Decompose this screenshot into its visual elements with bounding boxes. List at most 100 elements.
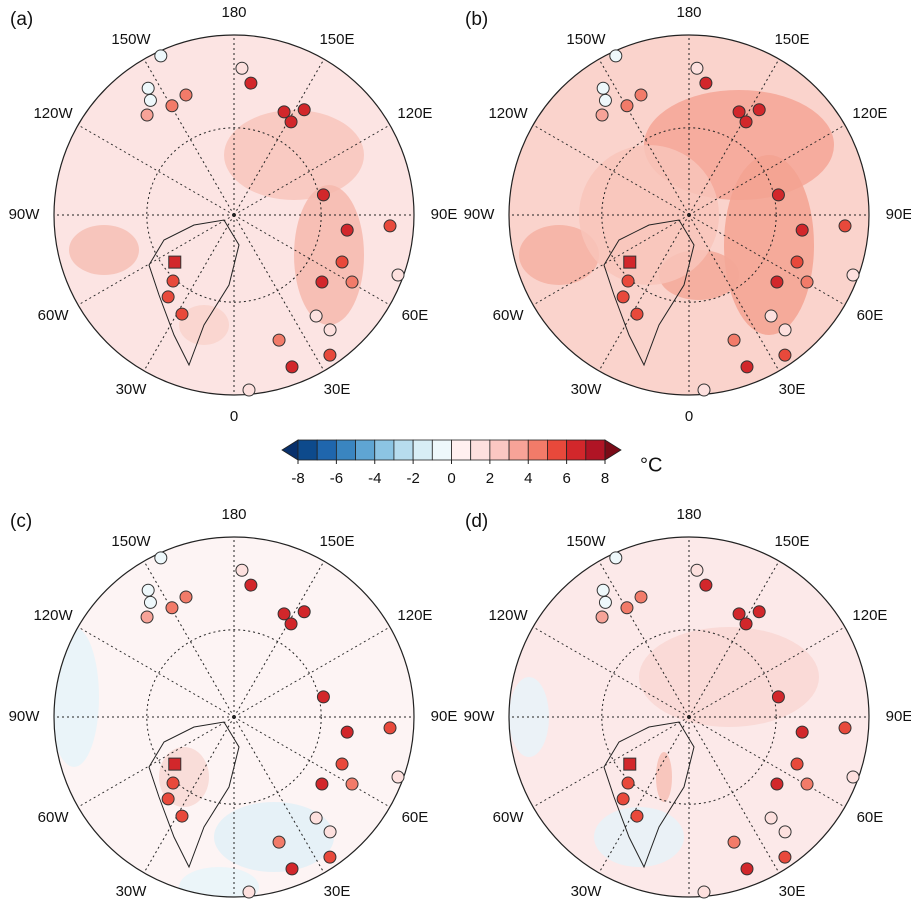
station [277, 607, 291, 621]
meridian [233, 626, 391, 718]
meridian [233, 214, 325, 372]
colorbar-box [335, 439, 356, 461]
station-square [623, 757, 637, 771]
longitude-label: 120W [488, 607, 528, 624]
longitude-label: 180 [221, 4, 246, 21]
meridian [532, 124, 690, 216]
colorbar-tick-label: 4 [524, 470, 532, 487]
longitude-label: 120W [488, 105, 528, 122]
station [795, 725, 809, 739]
anomaly-shade [594, 807, 684, 867]
station [595, 108, 609, 122]
longitude-label: 30W [571, 381, 603, 398]
meridian [598, 560, 690, 718]
longitude-label: 120E [852, 105, 887, 122]
meridian [688, 716, 846, 808]
station [309, 309, 323, 323]
colorbar-low-arrow [281, 439, 299, 461]
station-square [168, 757, 182, 771]
longitude-label: 30E [779, 883, 806, 900]
station [752, 605, 766, 619]
longitude-label: 120W [33, 105, 73, 122]
map-panel: 180 150E 120E 90E 60E 30E 0 30W 60W 90W 120W 150W [9, 4, 458, 425]
longitude-label: 60E [402, 307, 429, 324]
anomaly-shade [724, 155, 814, 335]
longitude-label: 0 [685, 408, 693, 425]
station [323, 850, 337, 864]
station [297, 605, 311, 619]
colorbar-tick-label: 0 [447, 470, 455, 487]
anomaly-field [69, 110, 364, 345]
station [621, 776, 635, 790]
station [383, 219, 397, 233]
colorbar-box [585, 439, 606, 461]
station [140, 610, 154, 624]
meridian [688, 716, 780, 874]
anomaly-shade [214, 802, 334, 872]
longitude-label: 180 [221, 506, 246, 523]
station-square [623, 255, 637, 269]
station [140, 108, 154, 122]
station [154, 49, 168, 63]
longitude-label: 30E [324, 381, 351, 398]
colorbar-box [374, 439, 395, 461]
meridian [233, 560, 325, 718]
station [272, 835, 286, 849]
meridian [532, 716, 690, 808]
colorbar-box [316, 439, 337, 461]
meridian [688, 214, 846, 306]
station [838, 721, 852, 735]
station [771, 188, 785, 202]
station [166, 274, 180, 288]
station [598, 93, 612, 107]
station [165, 601, 179, 615]
station [179, 590, 193, 604]
station [323, 348, 337, 362]
station [143, 595, 157, 609]
colorbar-box [431, 439, 452, 461]
station [242, 885, 256, 899]
station [732, 607, 746, 621]
meridian [532, 626, 690, 718]
station [285, 862, 299, 876]
station [316, 690, 330, 704]
station [166, 776, 180, 790]
longitude-label: 60E [857, 307, 884, 324]
map-border [508, 34, 870, 396]
longitude-label: 120E [397, 105, 432, 122]
station [846, 268, 860, 282]
meridian [532, 214, 690, 306]
station [697, 383, 711, 397]
station [790, 255, 804, 269]
meridian [688, 214, 780, 372]
longitude-label: 120E [852, 607, 887, 624]
colorbar-tick-label: 6 [562, 470, 570, 487]
station [620, 99, 634, 113]
colorbar-box [451, 439, 472, 461]
meridian [143, 560, 235, 718]
longitude-label: 60W [493, 809, 525, 826]
map-panel: 180 150E 120E 90E 60E 30E 0 30W 60W 90W 120W 150W [464, 4, 911, 425]
anomaly-field [519, 90, 834, 335]
colorbar-box [547, 439, 568, 461]
station [770, 275, 784, 289]
station [179, 88, 193, 102]
meridian [143, 214, 235, 372]
station [242, 383, 256, 397]
station [244, 76, 258, 90]
station [699, 578, 713, 592]
station [732, 105, 746, 119]
station [690, 563, 704, 577]
station [323, 825, 337, 839]
colorbar-box [489, 439, 510, 461]
panel-label: (c) [10, 511, 32, 532]
anomaly-shade [224, 110, 364, 200]
station [771, 690, 785, 704]
station [309, 811, 323, 825]
meridian [77, 214, 235, 306]
longitude-label: 60E [402, 809, 429, 826]
colorbar-box [297, 439, 318, 461]
meridian [77, 626, 235, 718]
colorbar-box [412, 439, 433, 461]
longitude-label: 60W [493, 307, 525, 324]
